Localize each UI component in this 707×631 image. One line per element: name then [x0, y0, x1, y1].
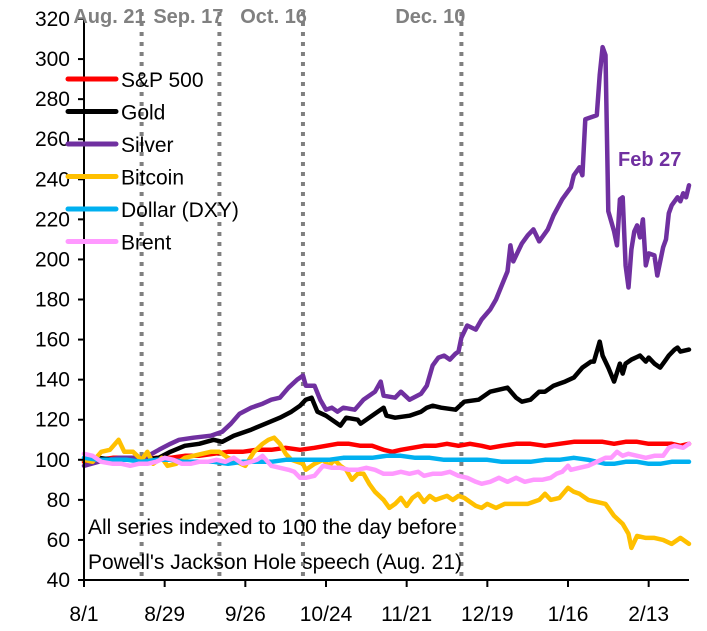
y-tick-label: 220: [35, 208, 70, 231]
x-tick-label: 12/19: [461, 603, 514, 626]
y-tick-label: 200: [35, 248, 70, 271]
y-tick-label: 180: [35, 289, 70, 312]
end-annotation-label: Feb 27: [618, 149, 681, 171]
y-tick-label: 240: [35, 168, 70, 191]
y-tick-label: 300: [35, 48, 70, 71]
legend-label-s-p-500: S&P 500: [121, 69, 204, 92]
event-label-oct-16: Oct. 16: [240, 6, 307, 28]
x-tick-label: 1/16: [548, 603, 589, 626]
event-label-sep-17: Sep. 17: [153, 6, 223, 28]
y-tick-label: 140: [35, 369, 70, 392]
x-tick-label: 2/13: [628, 603, 669, 626]
legend: S&P 500 Gold Silver Bitcoin Dollar (DXY) Bren…: [65, 69, 239, 255]
legend-label-bitcoin: Bitcoin: [121, 167, 184, 190]
event-lines: [139, 12, 464, 580]
legend-label-dollar-dxy: Dollar (DXY): [121, 199, 239, 222]
y-tick-label: 320: [35, 8, 70, 31]
x-ticks: 8/1 8/29 9/26 10/24 11/21 12/19 1/16 2/13: [69, 580, 669, 626]
y-tick-label: 280: [35, 88, 70, 111]
x-tick-label: 8/1: [69, 603, 98, 626]
y-tick-label: 100: [35, 449, 70, 472]
series-lines: [81, 44, 692, 551]
y-tick-label: 120: [35, 409, 70, 432]
event-label-aug-21: Aug. 21: [73, 6, 145, 28]
y-tick-label: 40: [47, 569, 70, 592]
event-label-dec-10: Dec. 10: [395, 6, 465, 28]
event-labels: Aug. 21 Sep. 17 Oct. 16 Dec. 10: [73, 6, 465, 28]
x-tick-label: 10/24: [300, 603, 353, 626]
x-tick-label: 8/29: [144, 603, 185, 626]
x-tick-label: 9/26: [225, 603, 266, 626]
y-tick-label: 60: [47, 529, 70, 552]
y-tick-label: 80: [47, 489, 70, 512]
legend-label-gold: Gold: [121, 102, 165, 125]
note-line-1: All series indexed to 100 the day before: [88, 516, 457, 539]
y-ticks: 40 60 80 100 120 140 160 180 200 220 240 260 280 300 3…: [35, 8, 84, 592]
note-line-2: Powell's Jackson Hole speech (Aug. 21): [88, 551, 462, 574]
y-tick-label: 260: [35, 128, 70, 151]
series-line-gold: [81, 339, 692, 463]
series-line-silver: [81, 44, 692, 469]
legend-label-brent: Brent: [121, 232, 171, 255]
y-tick-label: 160: [35, 329, 70, 352]
series-line-brent: [81, 441, 692, 487]
x-tick-label: 11/21: [381, 603, 432, 626]
legend-label-silver: Silver: [121, 134, 174, 157]
series-line-bitcoin: [81, 435, 692, 551]
